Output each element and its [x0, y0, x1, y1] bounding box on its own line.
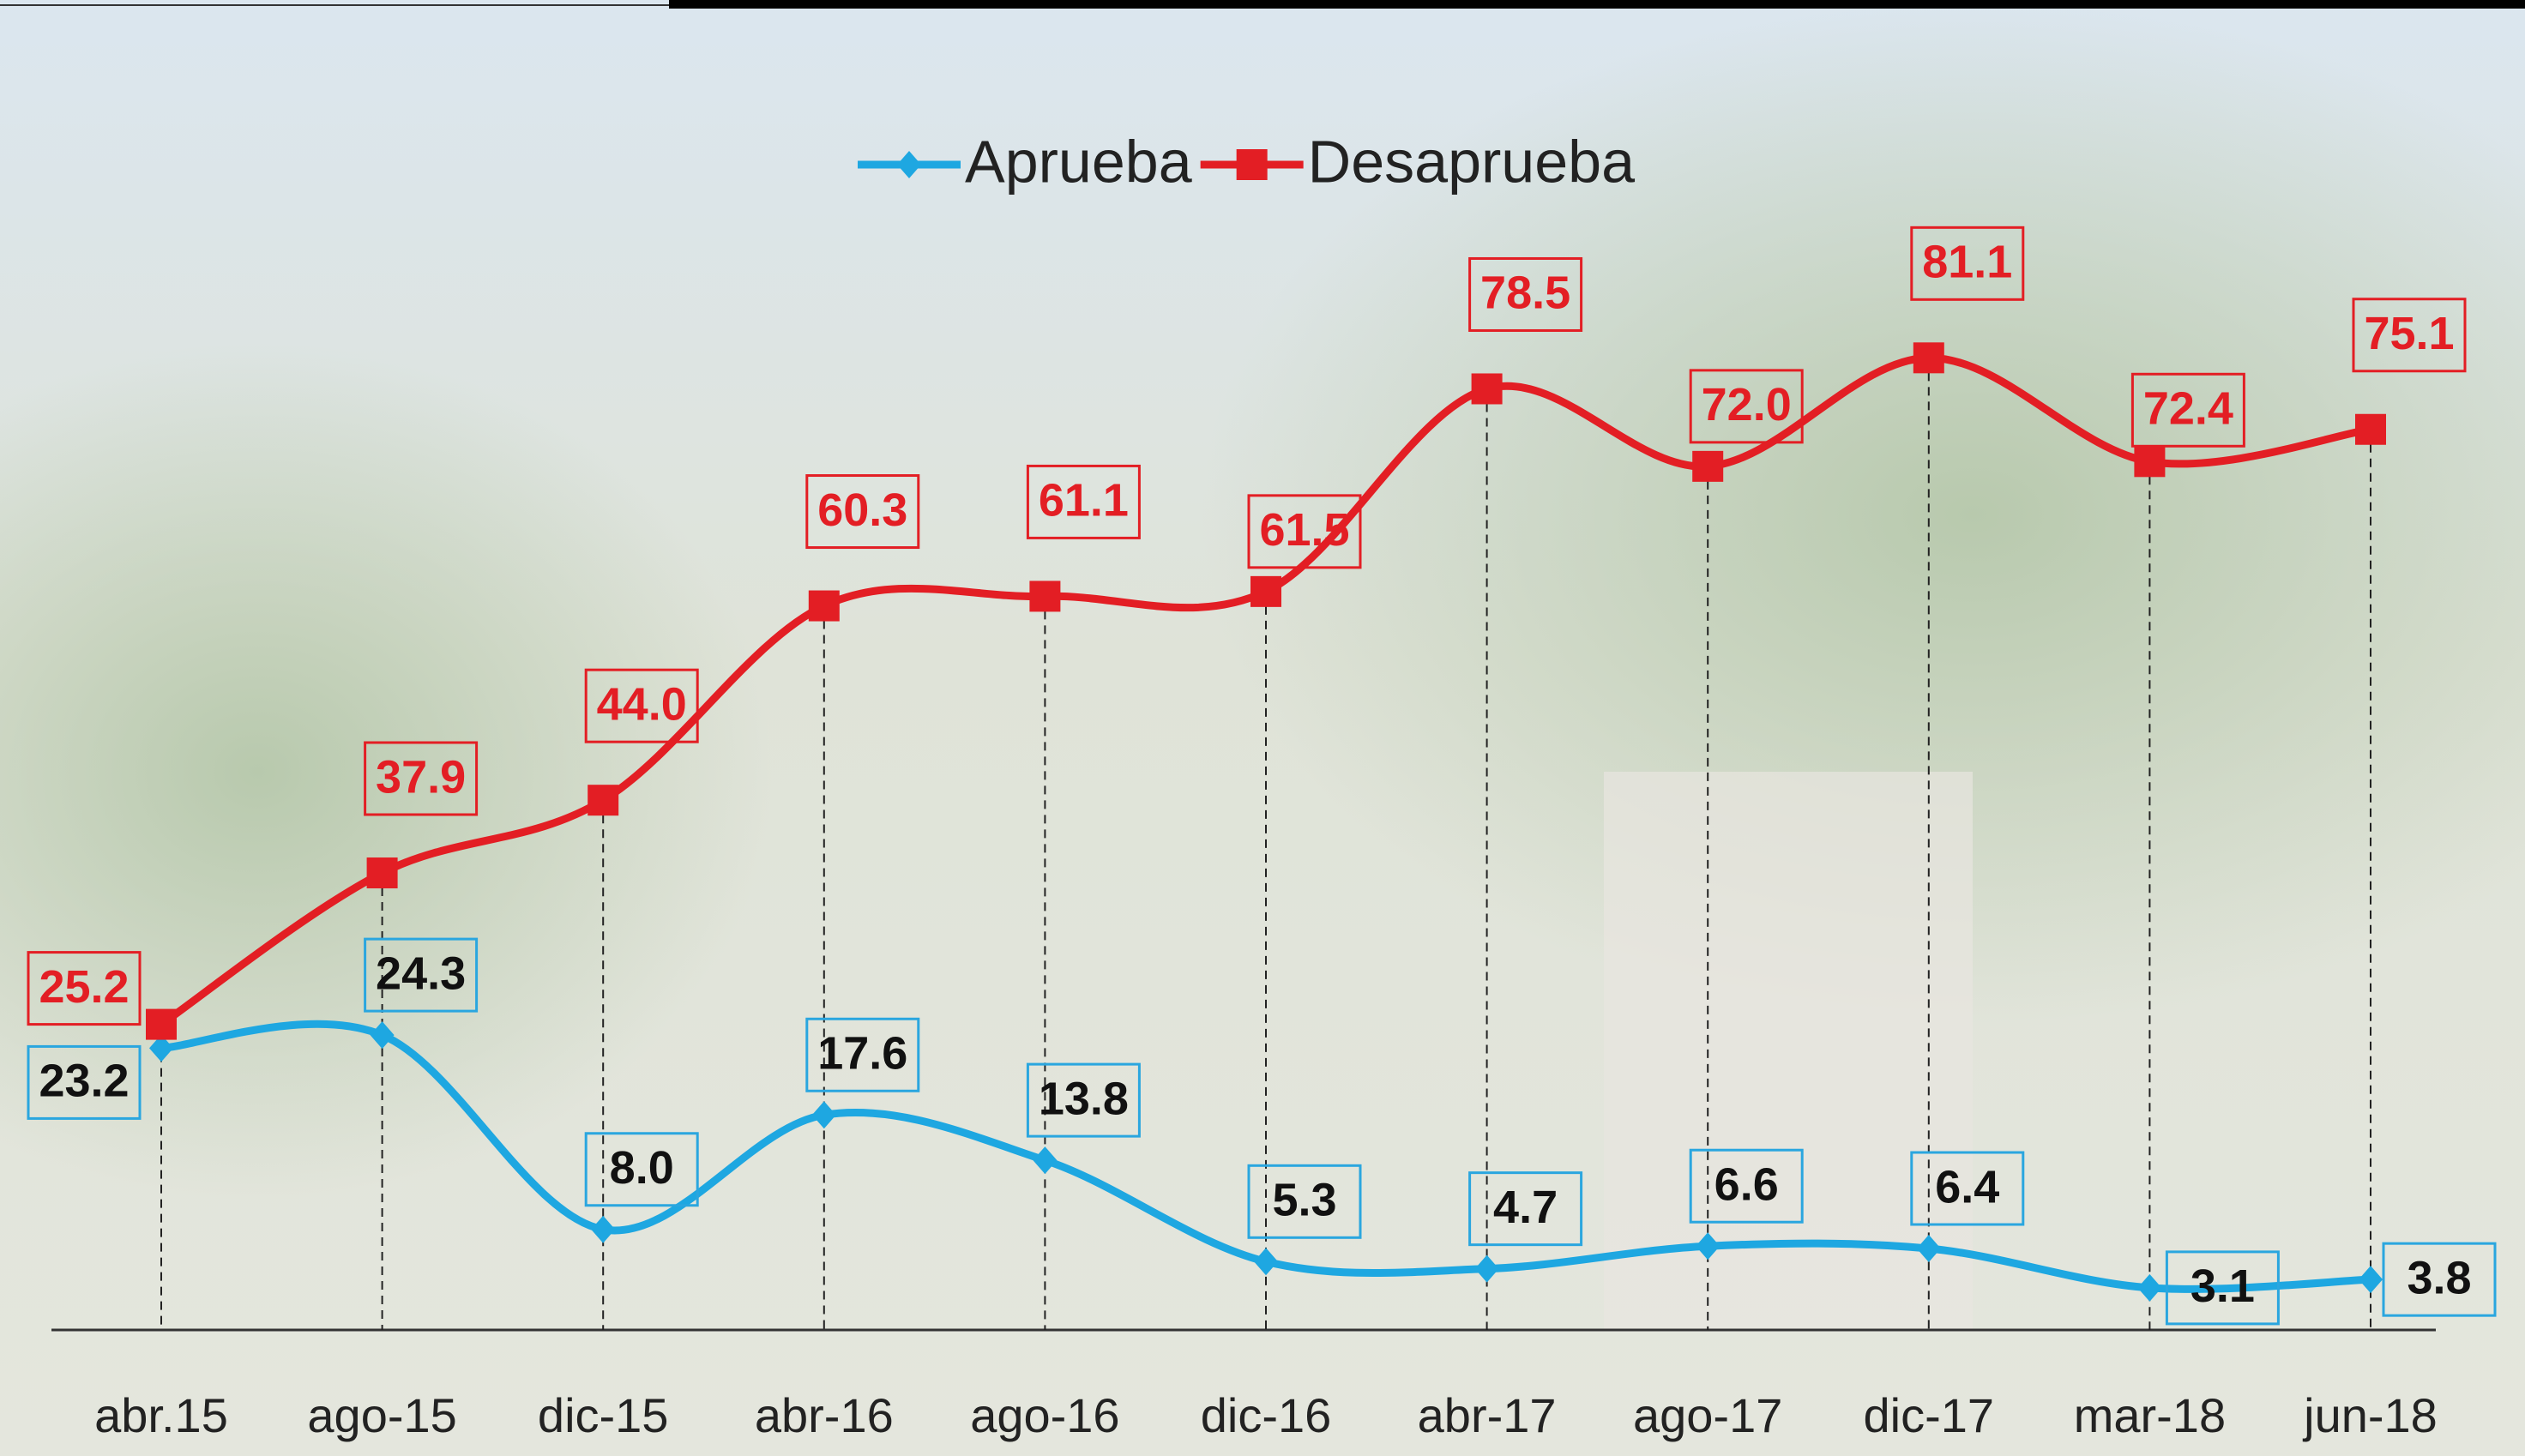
value-label-box — [27, 1044, 142, 1120]
value-label: 8.0 — [610, 1142, 674, 1194]
value-label-box — [805, 1017, 920, 1092]
value-label: 23.2 — [39, 1056, 129, 1107]
marker — [149, 1034, 173, 1062]
value-label: 25.2 — [39, 961, 129, 1013]
value-label: 60.3 — [817, 484, 907, 536]
value-label: 44.0 — [597, 678, 687, 730]
value-label: 72.0 — [1702, 379, 1792, 430]
value-label: 78.5 — [1480, 268, 1570, 319]
marker — [370, 1021, 395, 1050]
value-label: 17.6 — [817, 1028, 907, 1080]
marker — [1696, 1232, 1720, 1260]
legend-label: Aprueba — [965, 128, 1192, 195]
x-tick-label: ago-16 — [970, 1388, 1119, 1442]
legend-swatch-marker — [1236, 149, 1268, 180]
x-tick-label: abr-17 — [1418, 1388, 1557, 1442]
x-tick-label: ago-17 — [1633, 1388, 1782, 1442]
value-label: 61.5 — [1259, 504, 1349, 556]
value-label: 5.3 — [1272, 1175, 1336, 1226]
value-label: 61.1 — [1039, 475, 1129, 526]
marker — [808, 590, 840, 622]
value-label: 6.4 — [1935, 1161, 1999, 1212]
top-bar — [669, 0, 2525, 9]
marker — [811, 1101, 836, 1129]
value-label-box — [1689, 369, 1804, 444]
value-label-box — [1468, 1171, 1583, 1247]
value-label: 72.4 — [2143, 383, 2233, 435]
value-label: 3.1 — [2191, 1260, 2255, 1312]
value-label: 3.8 — [2407, 1252, 2471, 1303]
value-label-box — [2352, 298, 2467, 373]
value-label: 75.1 — [2364, 308, 2454, 359]
value-label-box — [1247, 494, 1362, 569]
series-line — [157, 1020, 2375, 1293]
marker — [366, 857, 398, 889]
marker — [1250, 575, 1281, 607]
value-label-box — [364, 741, 479, 816]
value-label-box — [1026, 464, 1141, 539]
value-label: 4.7 — [1493, 1182, 1558, 1233]
x-tick-label: jun-18 — [2302, 1388, 2438, 1442]
background-monument — [1604, 772, 1973, 1329]
value-label-box — [2165, 1250, 2280, 1326]
value-label-box — [364, 937, 479, 1013]
marker — [1474, 1254, 1499, 1283]
value-label-box — [2130, 372, 2245, 448]
marker — [1916, 1235, 1941, 1263]
value-label: 81.1 — [1922, 237, 2012, 288]
x-tick-label: dic-17 — [1864, 1388, 1995, 1442]
x-tick-label: dic-16 — [1201, 1388, 1332, 1442]
value-label: 13.8 — [1039, 1073, 1129, 1124]
marker — [588, 785, 619, 816]
marker — [2355, 413, 2386, 445]
marker — [2359, 1266, 2383, 1294]
marker — [146, 1008, 177, 1040]
x-tick-label: abr-16 — [755, 1388, 894, 1442]
legend-swatch-marker — [897, 151, 921, 178]
value-label-box — [1910, 226, 2025, 301]
marker — [1033, 1146, 1058, 1175]
value-label-box — [27, 951, 142, 1026]
value-label-box — [584, 668, 699, 743]
value-label-box — [805, 474, 920, 550]
value-label: 6.6 — [1714, 1158, 1779, 1210]
value-label-box — [1247, 1164, 1362, 1239]
value-label-box — [2382, 1242, 2497, 1317]
background-foliage — [0, 343, 772, 1200]
marker — [1029, 581, 1061, 612]
value-label-box — [1910, 1151, 2025, 1226]
value-label-box — [1026, 1062, 1141, 1138]
value-label-box — [1689, 1148, 1804, 1224]
marker — [1692, 450, 1724, 482]
legend: Aprueba Desaprueba — [858, 128, 1635, 195]
x-tick-label: abr.15 — [94, 1388, 228, 1442]
marker — [1913, 342, 1944, 374]
x-tick-label: dic-15 — [538, 1388, 669, 1442]
marker — [1471, 373, 1503, 405]
marker — [591, 1215, 616, 1243]
x-tick-label: mar-18 — [2074, 1388, 2226, 1442]
x-tick-label: ago-15 — [307, 1388, 456, 1442]
legend-label: Desaprueba — [1308, 128, 1635, 195]
value-label-box — [584, 1132, 699, 1207]
value-label: 37.9 — [376, 751, 466, 803]
value-label-box — [1468, 256, 1583, 332]
marker — [2134, 446, 2166, 478]
marker — [1254, 1248, 1278, 1276]
marker — [2137, 1273, 2162, 1302]
value-label: 24.3 — [376, 948, 466, 999]
